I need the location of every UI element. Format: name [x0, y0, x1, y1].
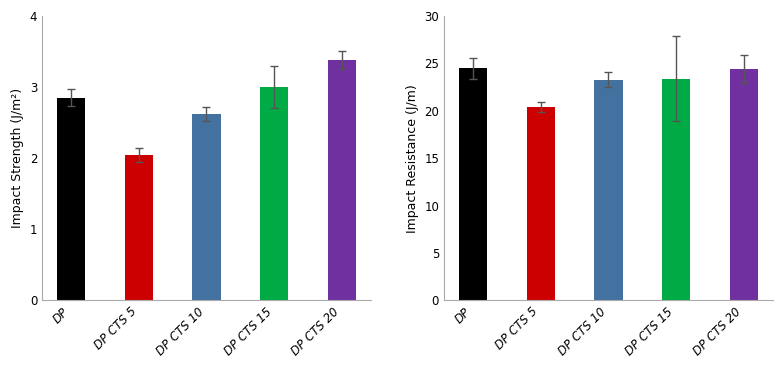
- Bar: [730, 69, 758, 300]
- Y-axis label: Impact Resistance (J/m): Impact Resistance (J/m): [405, 84, 419, 232]
- Bar: [57, 98, 85, 300]
- Bar: [125, 155, 153, 300]
- Bar: [192, 114, 221, 300]
- Bar: [260, 87, 289, 300]
- Bar: [459, 68, 488, 300]
- Bar: [662, 79, 690, 300]
- Bar: [328, 60, 356, 300]
- Y-axis label: Impact Strength (J/m²): Impact Strength (J/m²): [11, 88, 24, 228]
- Bar: [594, 80, 622, 300]
- Bar: [527, 107, 555, 300]
